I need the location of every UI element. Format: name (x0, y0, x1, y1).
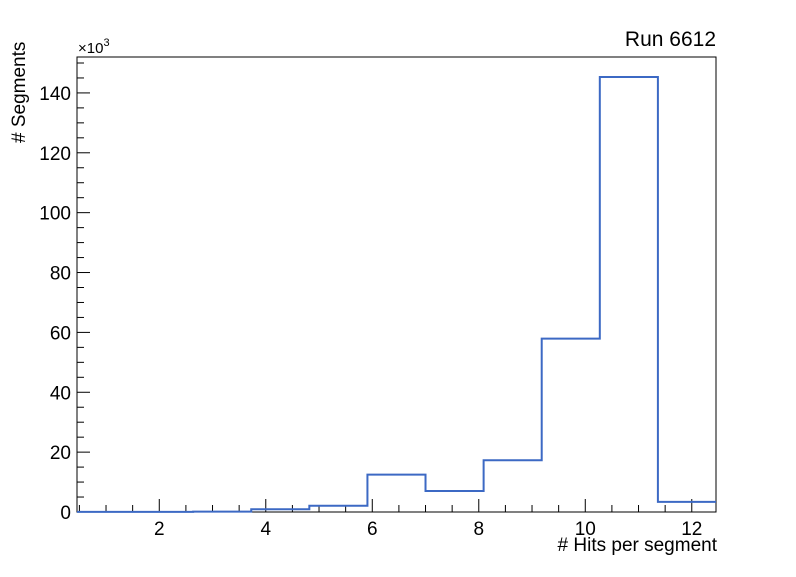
y-axis-multiplier-base: ×10 (78, 40, 103, 57)
y-tick-label: 40 (50, 383, 71, 404)
histogram-line (77, 76, 716, 513)
y-tick-label: 60 (50, 323, 71, 344)
x-tick-label: 10 (575, 519, 596, 540)
chart-title: Run 6612 (625, 28, 716, 51)
y-tick-label: 20 (50, 443, 71, 464)
y-tick-label: 140 (39, 84, 71, 105)
x-tick-label: 2 (154, 519, 165, 540)
x-tick-label: 6 (367, 519, 378, 540)
x-tick-label: 4 (260, 519, 271, 540)
x-axis-title: # Hits per segment (558, 535, 718, 556)
y-tick-label: 100 (39, 204, 71, 225)
y-axis-multiplier-exponent: 3 (103, 37, 109, 49)
x-tick-label: 12 (681, 519, 702, 540)
y-tick-label: 80 (50, 264, 71, 285)
plot-frame (76, 56, 717, 513)
y-tick-label: 120 (39, 144, 71, 165)
y-axis-title: # Segments (9, 42, 30, 143)
x-tick-label: 8 (473, 519, 484, 540)
y-tick-label: 0 (60, 503, 71, 524)
y-axis-multiplier: ×103 (78, 37, 110, 57)
